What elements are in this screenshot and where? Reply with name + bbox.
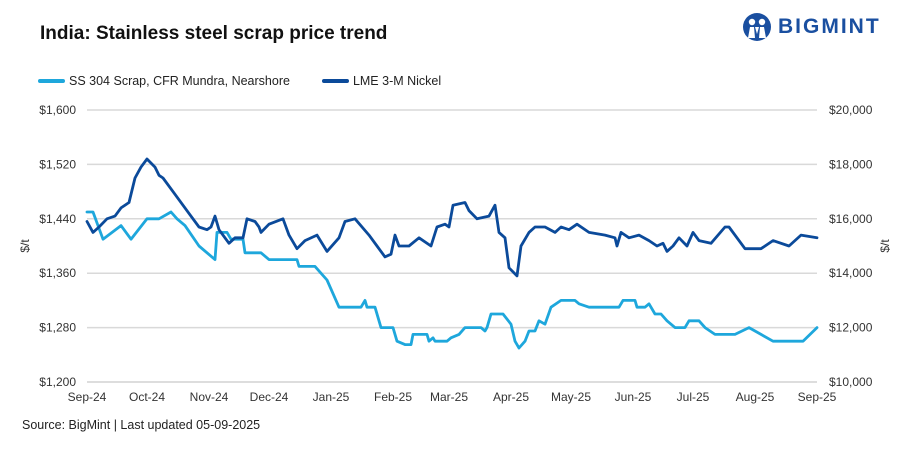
legend-item-ss304: SS 304 Scrap, CFR Mundra, Nearshore xyxy=(38,74,290,88)
x-tick-label: Feb-25 xyxy=(374,390,412,404)
x-tick-label: Aug-25 xyxy=(736,390,775,404)
y-tick-left: $1,600 xyxy=(39,103,76,117)
y-tick-right: $10,000 xyxy=(829,375,873,389)
legend-item-nickel: LME 3-M Nickel xyxy=(321,74,442,88)
legend-label: SS 304 Scrap, CFR Mundra, Nearshore xyxy=(69,74,290,88)
x-tick-label: Apr-25 xyxy=(493,390,529,404)
series-line-ss304 xyxy=(85,210,819,350)
x-tick-label: Dec-24 xyxy=(250,390,289,404)
y-axis-label-right: $/t xyxy=(878,239,892,253)
x-tick-label: Jun-25 xyxy=(615,390,652,404)
legend: SS 304 Scrap, CFR Mundra, Nearshore LME … xyxy=(38,74,441,88)
x-tick-label: Jan-25 xyxy=(313,390,350,404)
x-tick-label: May-25 xyxy=(551,390,591,404)
series-line-nickel xyxy=(85,157,819,278)
x-tick-label: Nov-24 xyxy=(190,390,229,404)
y-tick-right: $20,000 xyxy=(829,103,873,117)
y-tick-right: $16,000 xyxy=(829,212,873,226)
y-tick-left: $1,520 xyxy=(39,157,76,171)
y-tick-left: $1,440 xyxy=(39,212,76,226)
y-tick-left: $1,360 xyxy=(39,266,76,280)
x-tick-label: Jul-25 xyxy=(677,390,710,404)
bigmint-logo-icon xyxy=(743,13,771,41)
x-tick-label: Sep-24 xyxy=(68,390,107,404)
x-tick-label: Sep-25 xyxy=(798,390,837,404)
y-tick-left: $1,200 xyxy=(39,375,76,389)
legend-label: LME 3-M Nickel xyxy=(352,74,442,88)
legend-swatch xyxy=(38,79,65,83)
y-tick-right: $18,000 xyxy=(829,157,873,171)
source-note: Source: BigMint | Last updated 05-09-202… xyxy=(22,418,261,432)
legend-swatch xyxy=(321,79,349,83)
logo-text: BIGMINT xyxy=(778,15,881,38)
x-tick-label: Mar-25 xyxy=(430,390,468,404)
y-tick-right: $14,000 xyxy=(829,266,873,280)
y-tick-left: $1,280 xyxy=(39,321,76,335)
bigmint-logo: BIGMINT xyxy=(742,12,881,42)
y-axis-label-left: $/t xyxy=(18,239,32,253)
chart-title: India: Stainless steel scrap price trend xyxy=(40,23,388,44)
x-tick-label: Oct-24 xyxy=(129,390,165,404)
y-tick-right: $12,000 xyxy=(829,321,873,335)
